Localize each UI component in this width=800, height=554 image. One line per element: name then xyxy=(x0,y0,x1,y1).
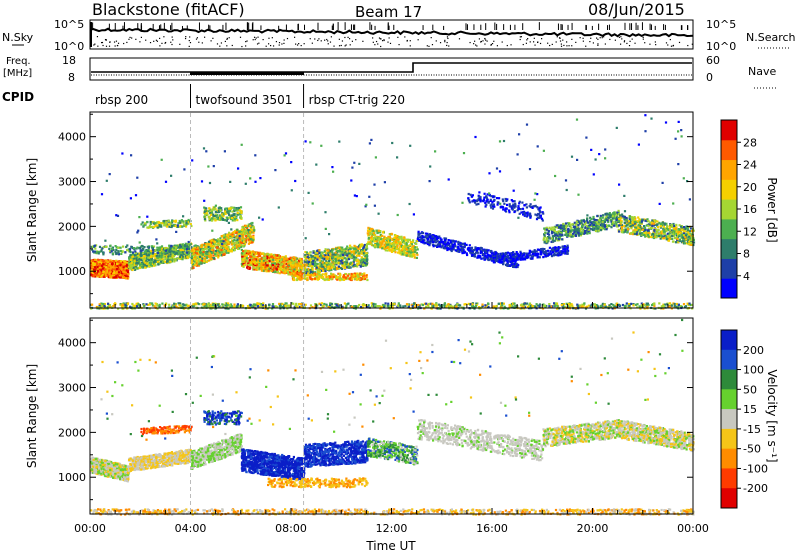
colorbar-swatch xyxy=(721,468,737,489)
y-tick-label: 3000 xyxy=(58,382,86,395)
x-tick-label: 20:00 xyxy=(577,522,609,535)
cpid-label: CPID xyxy=(2,90,34,104)
freq-label-1: Freq. xyxy=(6,56,31,67)
colorbar-swatch xyxy=(721,409,737,430)
y-tick-label: 4000 xyxy=(58,131,86,144)
colorbar-tick-label: -15 xyxy=(743,423,761,436)
time-axis: 00:00 04:00 08:00 12:00 16:00 20:00 00:00 xyxy=(74,113,709,535)
x-tick-label: 00:00 xyxy=(677,522,709,535)
colorbar-tick-label: 28 xyxy=(743,136,757,149)
nsky-label: N.Sky xyxy=(2,31,34,44)
y-tick-label: 3000 xyxy=(58,176,86,189)
colorbar-swatch xyxy=(721,330,737,351)
nsky-tick-top: 10^5 xyxy=(54,18,84,31)
colorbar-tick-label: -100 xyxy=(743,462,768,475)
x-tick-label: 16:00 xyxy=(476,522,508,535)
nsky-tick-bottom: 10^0 xyxy=(54,40,84,53)
colorbar-tick-label: 20 xyxy=(743,181,757,194)
colorbar-swatch xyxy=(721,278,737,299)
freq-trace xyxy=(91,62,692,73)
time-xlabel: Time UT xyxy=(365,539,416,553)
colorbar-swatch xyxy=(721,218,737,240)
velocity-ylabel: Slant Range [km] xyxy=(25,364,39,468)
colorbar-swatch xyxy=(721,159,737,180)
cpid-bar: rbsp 200 twofsound 3501 rbsp CT-trig 220 xyxy=(95,84,405,108)
freq-tick-bottom: 8 xyxy=(68,71,75,84)
date-title: 08/Jun/2015 xyxy=(588,0,685,19)
cpid-segment: rbsp 200 xyxy=(95,93,148,107)
colorbar-swatch xyxy=(721,120,737,141)
colorbar-swatch xyxy=(721,389,737,410)
nsearch-label: N.Search xyxy=(746,31,796,44)
velocity-cbar-label: Velocity [m s⁻¹] xyxy=(765,369,779,462)
colorbar-tick-label: 100 xyxy=(743,364,764,377)
nave-label: Nave xyxy=(748,65,776,78)
velocity-panel: 1000 2000 3000 4000 Slant Range [km] 200 100… xyxy=(25,317,779,516)
velocity-heatmap xyxy=(90,318,695,516)
colorbar-tick-label: -50 xyxy=(743,443,761,456)
freq-panel: Freq. [MHz] 18 8 60 0 Nave CPID xyxy=(2,54,778,104)
colorbar-tick-label: 12 xyxy=(743,225,757,238)
cpid-segment-label: rbsp 200 xyxy=(95,93,148,107)
y-tick-label: 1000 xyxy=(58,471,86,484)
power-heatmap xyxy=(90,114,696,310)
colorbar-swatch xyxy=(721,369,737,390)
cpid-segment-label: twofsound 3501 xyxy=(196,93,293,107)
colorbar-tick-label: 8 xyxy=(743,248,750,261)
y-tick-label: 1000 xyxy=(58,265,86,278)
colorbar-swatch xyxy=(721,488,737,509)
power-colorbar: 4 8 12 16 20 24 28 xyxy=(720,119,757,299)
cpid-segment: rbsp CT-trig 220 xyxy=(303,84,405,108)
colorbar-swatch xyxy=(721,199,737,220)
power-y-axis: 1000 2000 3000 4000 xyxy=(58,113,693,295)
velocity-colorbar: 200 100 50 15 -15 -50 -100 -200 xyxy=(720,329,768,509)
nsky-trace xyxy=(89,22,694,48)
x-tick-label: 12:00 xyxy=(376,522,408,535)
velocity-y-axis: 1000 2000 3000 4000 xyxy=(58,319,693,501)
y-tick-label: 2000 xyxy=(58,426,86,439)
colorbar-tick-label: 24 xyxy=(743,159,757,172)
colorbar-tick-label: 50 xyxy=(743,383,757,396)
colorbar-swatch xyxy=(721,139,737,161)
freq-tick-top: 18 xyxy=(62,54,76,67)
nave-tick-bottom: 0 xyxy=(706,71,713,84)
colorbar-tick-label: -200 xyxy=(743,482,768,495)
cpid-segment: twofsound 3501 xyxy=(190,84,293,108)
x-tick-label: 08:00 xyxy=(275,522,307,535)
colorbar-swatch xyxy=(721,179,737,200)
cpid-segment-label: rbsp CT-trig 220 xyxy=(309,93,405,107)
y-tick-label: 4000 xyxy=(58,337,86,350)
colorbar-swatch xyxy=(721,238,737,259)
nsearch-tick-bottom: 10^0 xyxy=(706,40,736,53)
x-tick-label: 04:00 xyxy=(175,522,207,535)
power-cbar-label: Power [dB] xyxy=(765,177,779,242)
colorbar-tick-label: 4 xyxy=(743,270,750,283)
nave-tick-top: 60 xyxy=(706,54,720,67)
nsearch-tick-top: 10^5 xyxy=(706,18,736,31)
y-tick-label: 2000 xyxy=(58,220,86,233)
power-panel: 1000 2000 3000 4000 Slant Range [km] 4 8 12 16… xyxy=(25,111,779,310)
nsky-panel: N.Sky 10^5 10^0 10^5 10^0 N.Search xyxy=(2,18,796,53)
site-title: Blackstone (fitACF) xyxy=(92,0,245,19)
colorbar-swatch xyxy=(721,448,737,469)
colorbar-tick-label: 200 xyxy=(743,344,764,357)
colorbar-swatch xyxy=(721,428,737,450)
colorbar-tick-label: 15 xyxy=(743,403,757,416)
power-ylabel: Slant Range [km] xyxy=(25,158,39,262)
colorbar-tick-label: 16 xyxy=(743,203,757,216)
x-tick-label: 00:00 xyxy=(74,522,106,535)
freq-label-2: [MHz] xyxy=(3,68,32,79)
colorbar-swatch xyxy=(721,258,737,279)
colorbar-swatch xyxy=(721,349,737,371)
beam-title: Beam 17 xyxy=(355,3,422,21)
